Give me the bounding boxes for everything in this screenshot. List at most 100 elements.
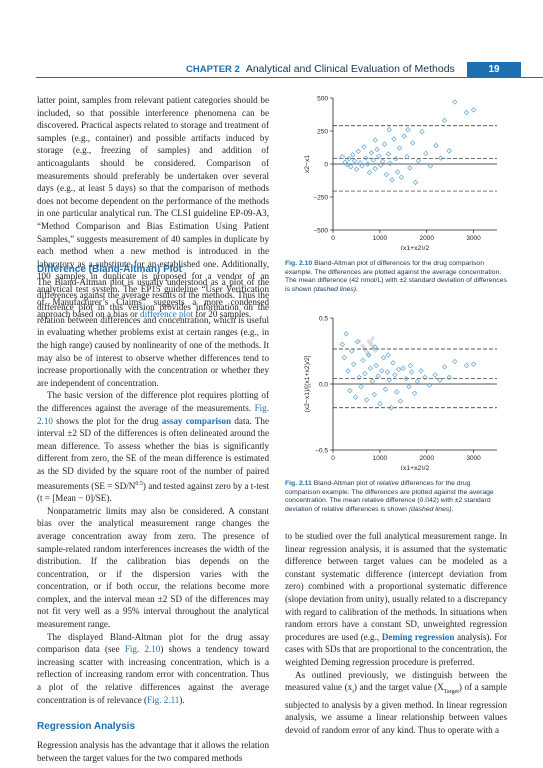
paragraph: latter point, samples from relevant pati… <box>37 95 269 320</box>
x-tick-label: 1000 <box>373 235 388 242</box>
data-point <box>378 162 384 169</box>
x-tick-label: 0 <box>331 455 335 462</box>
data-point <box>381 141 388 147</box>
data-point <box>357 159 363 166</box>
data-point <box>422 374 428 381</box>
data-point <box>407 165 413 171</box>
fig-2-11-ref[interactable]: Fig. 2.11 <box>147 694 180 705</box>
left-column-bottom: Regression analysis has the advantage th… <box>37 739 269 764</box>
data-point <box>426 382 433 389</box>
y-tick-label: −0.5 <box>315 448 328 455</box>
paragraph: As outlined previously, we distinguish b… <box>285 669 507 735</box>
data-point <box>405 126 411 133</box>
data-point <box>411 390 418 396</box>
section-heading-difference-plot: Difference (Bland-Altman) Plot <box>37 264 183 275</box>
data-point <box>437 377 443 383</box>
data-point <box>463 362 470 369</box>
data-point <box>368 150 375 156</box>
data-point <box>361 144 367 150</box>
figure-caption-2-11: Fig. 2.11 Bland-Altman plot of relative … <box>285 480 494 513</box>
fig-2-10-ref[interactable]: Fig. 2.10 <box>124 644 161 655</box>
data-point <box>393 156 399 162</box>
x-axis-label: (x1+x2)/2 <box>401 465 430 470</box>
data-point <box>365 352 372 358</box>
data-point <box>350 361 357 367</box>
data-point <box>348 163 354 170</box>
data-point <box>386 126 392 133</box>
data-point <box>391 136 397 142</box>
data-point <box>395 366 402 373</box>
data-point <box>427 163 434 169</box>
left-column-middle: The Bland-Altman plot is usually underst… <box>37 276 269 706</box>
data-point <box>407 362 414 369</box>
data-point <box>353 166 360 172</box>
running-header: CHAPTER 2 Analytical and Clinical Evaluat… <box>0 62 543 78</box>
data-point <box>384 369 391 375</box>
paragraph: The basic version of the difference plot… <box>37 390 269 504</box>
data-point <box>441 364 448 370</box>
data-point <box>394 169 401 175</box>
data-point <box>419 128 425 135</box>
data-point <box>415 158 421 164</box>
data-point <box>347 387 353 394</box>
data-point <box>404 154 410 160</box>
difference-plot-link[interactable]: difference plot <box>140 309 194 320</box>
data-point <box>355 148 361 155</box>
data-point <box>376 153 382 159</box>
data-point <box>369 378 376 385</box>
data-point <box>409 140 416 146</box>
page-number: 19 <box>467 62 521 78</box>
figure-caption-2-10: Fig. 2.10 Bland-Altman plot of differenc… <box>285 260 507 293</box>
data-point <box>360 357 366 363</box>
data-point <box>409 369 415 375</box>
data-point <box>389 177 395 183</box>
fig-2-10-ref[interactable]: Fig. 2.10 <box>37 402 269 426</box>
data-point <box>375 373 381 379</box>
data-point <box>379 368 385 374</box>
data-point <box>433 142 439 149</box>
data-point <box>401 133 407 139</box>
data-point <box>349 348 355 354</box>
data-point <box>373 362 379 369</box>
data-point <box>418 368 424 374</box>
data-point <box>441 117 448 124</box>
data-point <box>446 148 452 154</box>
data-point <box>396 145 403 151</box>
x-tick-label: 0 <box>331 235 335 242</box>
data-point <box>452 99 458 105</box>
data-point <box>390 360 396 366</box>
y-tick-label: 0.5 <box>319 316 328 323</box>
data-point <box>363 155 369 161</box>
data-point <box>370 157 376 163</box>
data-point <box>342 159 348 165</box>
x-axis-label: (x1+x2)/2 <box>401 245 430 250</box>
data-point <box>343 331 349 337</box>
data-point <box>362 370 368 377</box>
assay-comparison-link[interactable]: assay comparison <box>161 415 232 426</box>
y-tick-label: 500 <box>317 96 328 103</box>
data-point <box>452 358 458 365</box>
chapter-title: Analytical and Clinical Evaluation of Me… <box>245 63 455 75</box>
deming-regression-link[interactable]: Deming regression <box>381 631 455 642</box>
data-point <box>341 354 347 361</box>
paragraph: Regression analysis has the advantage th… <box>37 740 269 763</box>
data-point <box>339 154 346 160</box>
data-point <box>438 155 444 161</box>
data-point <box>346 156 352 162</box>
data-point <box>374 146 380 153</box>
y-tick-label: 0 <box>324 162 328 169</box>
data-point <box>366 169 373 176</box>
data-point <box>463 109 470 116</box>
data-point <box>349 152 356 158</box>
data-point <box>372 137 378 143</box>
data-point <box>414 378 421 385</box>
data-point <box>358 383 364 390</box>
x-tick-label: 3000 <box>466 235 481 242</box>
chapter-label: CHAPTER 2 <box>186 64 240 75</box>
y-tick-label: −500 <box>313 228 328 235</box>
x-tick-label: 2000 <box>419 455 434 462</box>
data-point <box>385 151 391 157</box>
data-point <box>403 376 409 382</box>
relative-bland-altman-chart: 0.5 0.0 −0.50 1000 2000 3000 (x1+x2)/2 (x2−x1)/… <box>304 316 497 470</box>
